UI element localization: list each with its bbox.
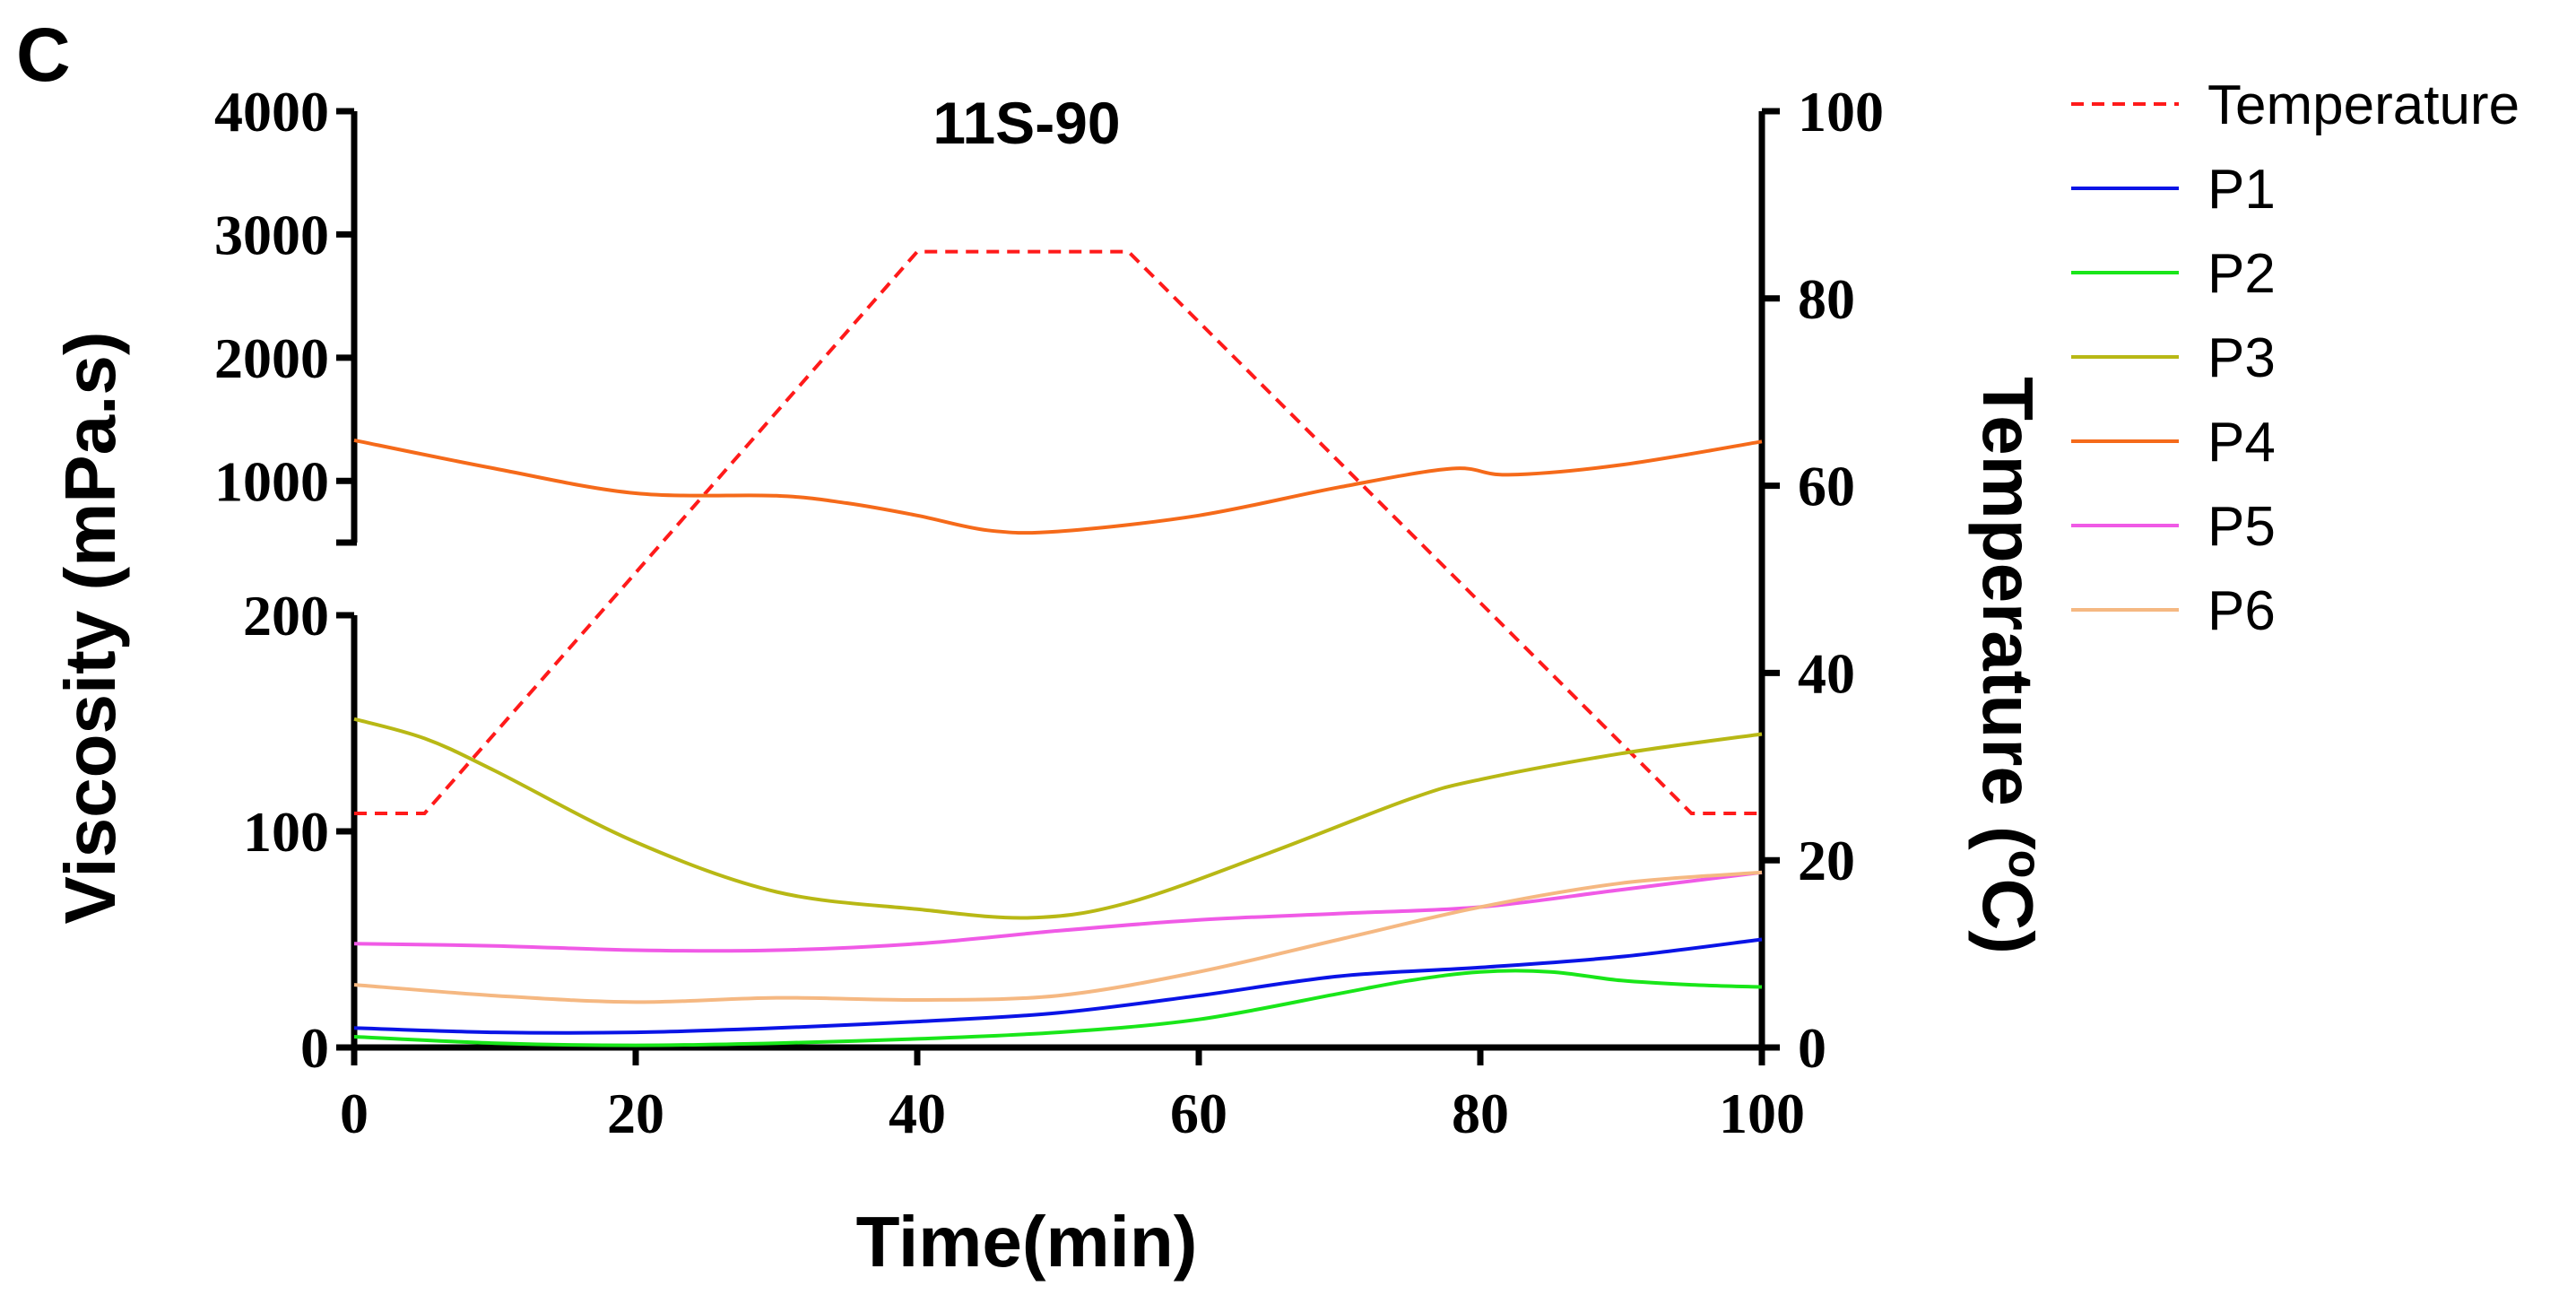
series-line-temperature bbox=[354, 249, 1762, 815]
x-axis-label: Time(min) bbox=[856, 1202, 1198, 1282]
legend: Temperature P1 P2 P3 P4 P5 P6 bbox=[2071, 74, 2520, 642]
series-line-p3 bbox=[353, 717, 1763, 920]
legend-label-p2: P2 bbox=[2207, 243, 2276, 305]
x-tick-label: 100 bbox=[1719, 1082, 1805, 1145]
series-lines bbox=[353, 249, 1763, 1047]
y-left-tick-label: 200 bbox=[243, 584, 329, 648]
y-right-axis-label: Temperature (oC) bbox=[1968, 377, 2051, 954]
ticks: 0 20 40 60 80 1000100200100020003000400002040… bbox=[214, 80, 1884, 1145]
y-left-tick-label: 3000 bbox=[214, 203, 329, 266]
series-line-p4 bbox=[353, 438, 1763, 535]
y-right-tick-label: 80 bbox=[1798, 267, 1855, 331]
y-right-tick-label: 100 bbox=[1798, 80, 1884, 143]
y-right-label-suffix: C) bbox=[1968, 878, 2048, 953]
legend-label-p1: P1 bbox=[2207, 159, 2276, 221]
y-right-tick-label: 20 bbox=[1798, 829, 1855, 892]
y-right-label-degree: o bbox=[1999, 850, 2051, 879]
y-right-tick-label: 0 bbox=[1798, 1016, 1826, 1080]
x-tick-label: 40 bbox=[889, 1082, 946, 1145]
series-line-p6 bbox=[353, 870, 1763, 1004]
series-line-p1 bbox=[353, 937, 1763, 1035]
y-left-tick-label: 4000 bbox=[214, 80, 329, 143]
chart-title: 11S-90 bbox=[932, 90, 1120, 156]
y-left-axis-label: Viscosity (mPa.s) bbox=[50, 331, 130, 924]
y-right-label-prefix: Temperature ( bbox=[1968, 377, 2048, 850]
x-tick-label: 60 bbox=[1170, 1082, 1227, 1145]
x-tick-label: 0 bbox=[340, 1082, 369, 1145]
legend-label-temperature: Temperature bbox=[2207, 74, 2520, 136]
series-line-p2 bbox=[353, 969, 1763, 1047]
y-right-tick-label: 40 bbox=[1798, 641, 1855, 705]
y-left-tick-label: 0 bbox=[300, 1016, 329, 1080]
y-left-tick-label: 100 bbox=[243, 800, 329, 864]
x-tick-label: 20 bbox=[607, 1082, 664, 1145]
y-left-tick-label: 2000 bbox=[214, 326, 329, 390]
legend-label-p5: P5 bbox=[2207, 496, 2276, 558]
legend-label-p3: P3 bbox=[2207, 327, 2276, 389]
axes bbox=[336, 111, 1765, 1051]
y-right-tick-label: 60 bbox=[1798, 455, 1855, 518]
y-left-tick-label: 1000 bbox=[214, 449, 329, 513]
legend-label-p6: P6 bbox=[2207, 580, 2276, 642]
x-tick-label: 80 bbox=[1452, 1082, 1509, 1145]
panel-label: C bbox=[16, 13, 71, 97]
series-line-p5 bbox=[353, 870, 1763, 953]
legend-label-p4: P4 bbox=[2207, 412, 2276, 474]
